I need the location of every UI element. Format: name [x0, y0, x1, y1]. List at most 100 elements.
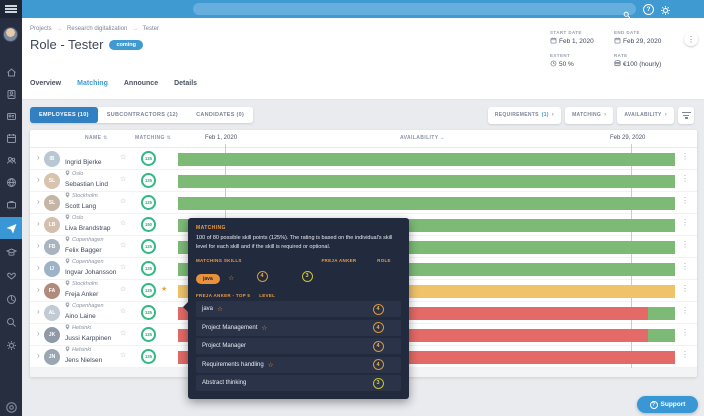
matching-button[interactable]: MATCHING › [565, 107, 614, 124]
pie-chart-icon[interactable] [0, 289, 22, 309]
calendar-icon [550, 37, 557, 46]
favorite-star-icon[interactable]: ☆ [120, 198, 127, 205]
matching-score[interactable]: 125 [141, 305, 156, 320]
settings-gear-icon[interactable] [660, 3, 671, 21]
expand-chevron-icon[interactable]: › [37, 197, 40, 206]
header-kebab-menu[interactable]: ⋮ [684, 32, 698, 46]
matching-score[interactable]: 125 [141, 151, 156, 166]
hands-icon[interactable] [0, 265, 22, 285]
tab-matching[interactable]: Matching [77, 80, 108, 87]
expand-chevron-icon[interactable]: › [37, 153, 40, 162]
table-row[interactable]: › SL Scott Lang Oslo ☆ 125 ★ ⋮ [30, 192, 697, 221]
availability-bar[interactable] [178, 174, 675, 188]
tab-announce[interactable]: Announce [123, 80, 159, 87]
breadcrumb-item[interactable]: Projects [30, 26, 52, 32]
filter-funnel-icon[interactable] [678, 107, 694, 124]
sidebar-settings-icon[interactable] [0, 335, 22, 355]
matching-score[interactable]: 125 [141, 327, 156, 342]
briefcase-icon[interactable] [0, 194, 22, 214]
row-kebab-menu[interactable]: ⋮ [681, 350, 689, 359]
calendar-icon[interactable] [0, 128, 22, 148]
target-icon[interactable] [0, 401, 22, 414]
row-kebab-menu[interactable]: ⋮ [681, 284, 689, 293]
row-kebab-menu[interactable]: ⋮ [681, 218, 689, 227]
subtab-subcontractors[interactable]: SUBCONTRACTORS (12) [97, 107, 188, 123]
employee-name[interactable]: Aino Laine [65, 313, 96, 320]
requirements-button[interactable]: REQUIREMENTS (1) › [487, 107, 562, 124]
table-row[interactable]: › IB Ingrid Bjerke Oslo ☆ 125 ★ ⋮ [30, 148, 697, 177]
matching-score[interactable]: 125 [141, 195, 156, 210]
help-icon[interactable]: ? [643, 3, 654, 15]
row-kebab-menu[interactable]: ⋮ [681, 174, 689, 183]
subtab-employees[interactable]: EMPLOYEES (10) [30, 107, 98, 123]
expand-chevron-icon[interactable]: › [37, 219, 40, 228]
breadcrumb-item[interactable]: Research digitalization [67, 26, 128, 32]
availability-bar[interactable] [178, 152, 675, 166]
people-icon[interactable] [0, 150, 22, 170]
roles-paper-plane-icon[interactable] [0, 217, 22, 239]
global-search-input[interactable] [193, 3, 636, 15]
favorite-star-icon[interactable]: ☆ [120, 330, 127, 337]
contact-card-icon[interactable] [0, 106, 22, 126]
expand-chevron-icon[interactable]: › [37, 307, 40, 316]
employee-name[interactable]: Freja Anker [65, 291, 99, 298]
id-badge-icon[interactable] [0, 84, 22, 104]
table-row[interactable]: › SL Sebastian Lind Stockholm ☆ 125 ★ ⋮ [30, 170, 697, 199]
availability-bar[interactable] [178, 196, 675, 210]
favorite-star-icon[interactable]: ☆ [120, 352, 127, 359]
home-icon[interactable] [0, 62, 22, 82]
skill-tag[interactable]: java [196, 274, 220, 285]
row-kebab-menu[interactable]: ⋮ [681, 262, 689, 271]
row-kebab-menu[interactable]: ⋮ [681, 196, 689, 205]
menu-hamburger-icon[interactable] [5, 5, 17, 13]
tooltip-body: 100 of 80 possible skill points (125%). … [196, 235, 393, 250]
favorite-star-icon[interactable]: ☆ [120, 242, 127, 249]
favorite-star-icon[interactable]: ☆ [120, 308, 127, 315]
sort-icon: ⇅ [166, 135, 172, 141]
expand-chevron-icon[interactable]: › [37, 175, 40, 184]
matching-score[interactable]: 125 [141, 349, 156, 364]
favorite-star-icon[interactable]: ☆ [120, 154, 127, 161]
expand-chevron-icon[interactable]: › [37, 241, 40, 250]
expand-chevron-icon[interactable]: › [37, 351, 40, 360]
column-header-matching[interactable]: MATCHING ⇅ [135, 135, 172, 141]
employee-name[interactable]: Jens Nielsen [65, 357, 103, 364]
support-button[interactable]: ? Support [637, 396, 698, 413]
matching-score[interactable]: 150 [141, 217, 156, 232]
expand-chevron-icon[interactable]: › [37, 285, 40, 294]
row-kebab-menu[interactable]: ⋮ [681, 152, 689, 161]
user-avatar[interactable] [3, 27, 18, 42]
availability-button[interactable]: AVAILABILITY › [617, 107, 674, 124]
employee-name[interactable]: Sebastian Lind [65, 181, 109, 188]
column-header-availability[interactable]: AVAILABILITY ⌄ [400, 135, 445, 141]
education-cap-icon[interactable] [0, 242, 22, 262]
employee-name[interactable]: Liva Brandstrap [65, 225, 111, 232]
expand-chevron-icon[interactable]: › [37, 263, 40, 272]
search-icon[interactable] [623, 6, 631, 24]
matching-score[interactable]: 125 [141, 173, 156, 188]
matching-score[interactable]: 125 [141, 239, 156, 254]
column-header-name[interactable]: NAME ⇅ [85, 135, 108, 141]
breadcrumb-item[interactable]: Tester [142, 26, 159, 32]
row-kebab-menu[interactable]: ⋮ [681, 240, 689, 249]
coins-icon [614, 60, 621, 69]
row-kebab-menu[interactable]: ⋮ [681, 328, 689, 337]
matching-score[interactable]: 125 [141, 283, 156, 298]
favorite-star-icon[interactable]: ☆ [120, 264, 127, 271]
sidebar-search-icon[interactable] [0, 312, 22, 332]
employee-name[interactable]: Scott Lang [65, 203, 97, 210]
network-icon[interactable] [0, 172, 22, 192]
expand-chevron-icon[interactable]: › [37, 329, 40, 338]
tab-overview[interactable]: Overview [30, 80, 62, 87]
tab-details[interactable]: Details [174, 80, 198, 87]
employee-name[interactable]: Jussi Karppinen [65, 335, 112, 342]
favorite-star-icon[interactable]: ☆ [120, 220, 127, 227]
employee-name[interactable]: Felix Bagger [65, 247, 102, 254]
matching-score[interactable]: 125 [141, 261, 156, 276]
favorite-star-icon[interactable]: ☆ [120, 176, 127, 183]
row-kebab-menu[interactable]: ⋮ [681, 306, 689, 315]
subtab-candidates[interactable]: CANDIDATES (0) [187, 107, 254, 123]
employee-name[interactable]: Ingrid Bjerke [65, 159, 102, 166]
favorite-star-icon[interactable]: ☆ [120, 286, 127, 293]
employee-name[interactable]: Ingvar Johansson [65, 269, 117, 276]
